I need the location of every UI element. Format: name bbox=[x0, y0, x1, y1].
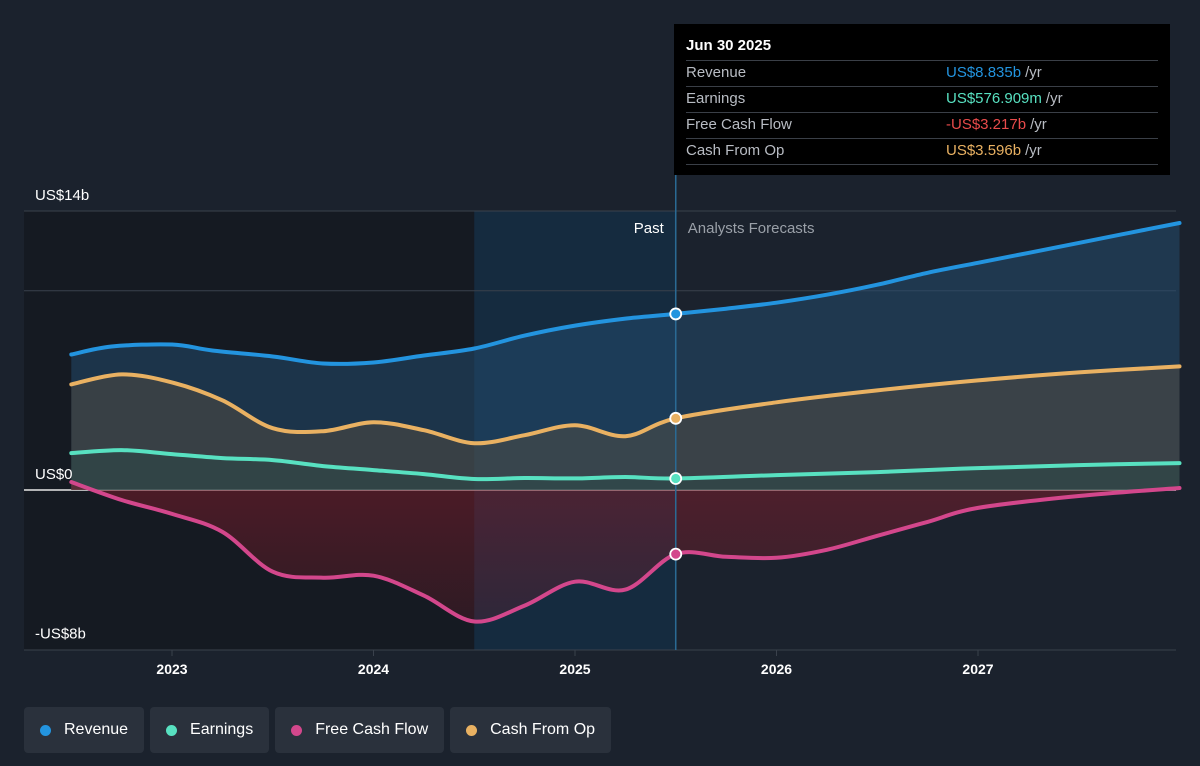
legend-label: Revenue bbox=[64, 721, 129, 738]
cash-from-op-area bbox=[71, 366, 1180, 490]
free-cash-flow-marker bbox=[669, 547, 683, 561]
y-tick-label: US$14b bbox=[35, 187, 89, 204]
revenue-area bbox=[71, 223, 1180, 490]
tooltip-series-value: US$3.596b bbox=[946, 142, 1022, 159]
earnings-line bbox=[69, 448, 1182, 482]
legend-item-free-cash-flow[interactable]: Free Cash Flow bbox=[275, 707, 445, 753]
forecast-label: Analysts Forecasts bbox=[688, 220, 815, 237]
legend-label: Cash From Op bbox=[490, 721, 596, 738]
tooltip-series-unit: /yr bbox=[1025, 64, 1042, 81]
x-tick-label: 2025 bbox=[559, 661, 590, 677]
legend-dot-icon bbox=[40, 724, 51, 736]
revenue-line bbox=[69, 221, 1182, 366]
tooltip-series-name: Earnings bbox=[686, 90, 746, 107]
tooltip-row: Earnings US$576.909m/yr bbox=[686, 86, 1158, 112]
legend-item-revenue[interactable]: Revenue bbox=[24, 707, 145, 753]
free-cash-flow-area bbox=[71, 482, 1180, 622]
tooltip: Jun 30 2025 Revenue US$8.835b/yr Earnings U… bbox=[674, 24, 1170, 175]
tooltip-series-value: US$576.909m bbox=[946, 90, 1042, 107]
tooltip-series-unit: /yr bbox=[1045, 90, 1063, 107]
legend-dot-icon bbox=[466, 724, 478, 736]
y-tick-label: -US$8b bbox=[35, 625, 86, 642]
legend-dot-icon bbox=[166, 724, 178, 736]
tooltip-row: Free Cash Flow -US$3.217b/yr bbox=[686, 112, 1158, 138]
tooltip-row: Revenue US$8.835b/yr bbox=[686, 60, 1158, 86]
x-tick-label: 2023 bbox=[156, 661, 187, 677]
chart: US$14b US$0 -US$8b 2023 2024 2025 2026 2027 Pa… bbox=[24, 175, 1182, 677]
tooltip-series-value: -US$3.217b bbox=[946, 116, 1027, 133]
tooltip-row: Cash From Op US$3.596b/yr bbox=[686, 138, 1158, 165]
tooltip-series-unit: /yr bbox=[1025, 142, 1042, 159]
tooltip-rows: Revenue US$8.835b/yr Earnings US$576.909m/y… bbox=[686, 60, 1158, 165]
legend-dot-icon bbox=[291, 724, 303, 736]
series-lines bbox=[69, 221, 1182, 624]
series-markers bbox=[669, 307, 683, 561]
tooltip-series-value: US$8.835b bbox=[946, 64, 1022, 81]
x-tick-label: 2027 bbox=[962, 661, 993, 677]
y-tick-label: US$0 bbox=[35, 466, 73, 483]
tooltip-date: Jun 30 2025 bbox=[686, 37, 772, 54]
legend-item-cash-from-op[interactable]: Cash From Op bbox=[450, 707, 612, 753]
x-axis-labels: 2023 2024 2025 2026 2027 bbox=[156, 650, 994, 677]
tooltip-series-name: Free Cash Flow bbox=[686, 116, 792, 133]
tooltip-series-unit: /yr bbox=[1030, 116, 1047, 133]
legend-label: Earnings bbox=[190, 721, 254, 738]
tooltip-series-name: Revenue bbox=[686, 64, 747, 81]
series-areas bbox=[71, 223, 1180, 622]
legend-item-earnings[interactable]: Earnings bbox=[150, 707, 270, 753]
tooltip-series-name: Cash From Op bbox=[686, 142, 785, 159]
x-tick-label: 2026 bbox=[761, 661, 792, 677]
legend-label: Free Cash Flow bbox=[315, 721, 429, 738]
legend: Revenue Earnings Free Cash Flow Cash From O… bbox=[24, 707, 612, 753]
x-tick-label: 2024 bbox=[358, 661, 389, 677]
earnings-marker bbox=[669, 472, 683, 485]
earnings-area bbox=[71, 450, 1180, 490]
past-label: Past bbox=[634, 220, 665, 237]
cash-from-op-line bbox=[69, 364, 1182, 446]
y-axis-labels: US$14b US$0 -US$8b bbox=[35, 187, 89, 642]
free-cash-flow-line bbox=[69, 480, 1182, 624]
revenue-marker bbox=[669, 307, 683, 321]
cash-from-op-marker bbox=[669, 411, 683, 425]
